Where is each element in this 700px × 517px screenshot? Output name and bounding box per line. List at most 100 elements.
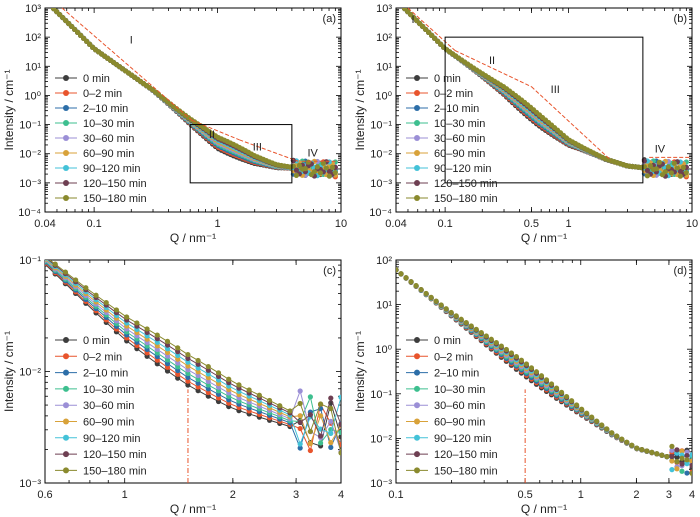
data-point xyxy=(154,361,160,367)
data-point xyxy=(604,426,610,432)
data-point xyxy=(297,400,303,407)
data-point xyxy=(669,466,675,473)
x-tick-label: 0.1 xyxy=(86,218,101,230)
data-point xyxy=(317,413,324,419)
data-point xyxy=(215,391,222,397)
data-point xyxy=(215,373,222,380)
legend-swatch-marker xyxy=(63,369,69,376)
data-point xyxy=(518,357,525,363)
legend-swatch-marker xyxy=(414,150,420,156)
data-point xyxy=(689,458,692,464)
data-point xyxy=(679,468,685,474)
data-point xyxy=(684,461,690,467)
legend-entry: 150–180 min xyxy=(83,193,147,205)
data-point xyxy=(689,470,692,476)
data-point xyxy=(338,434,341,440)
data-point xyxy=(659,452,665,458)
data-point xyxy=(654,451,660,457)
data-point xyxy=(103,299,109,306)
legend-swatch-marker xyxy=(414,369,420,376)
data-point xyxy=(589,414,595,420)
legend-swatch-marker xyxy=(63,337,69,343)
y-tick-label: 10⁻² xyxy=(19,149,41,161)
data-point xyxy=(83,285,89,291)
legend-entry: 60–90 min xyxy=(434,417,485,429)
data-point xyxy=(175,356,181,362)
data-point xyxy=(185,359,191,365)
data-point xyxy=(574,402,580,408)
data-point xyxy=(468,323,474,329)
data-point xyxy=(680,164,686,171)
x-axis-label: Q / nm⁻¹ xyxy=(170,231,216,245)
data-point xyxy=(433,298,439,304)
fit-guide-line xyxy=(531,86,612,161)
region-label: IV xyxy=(655,144,666,156)
data-point xyxy=(246,387,252,393)
y-tick-label: 10⁻² xyxy=(19,367,41,379)
legend-swatch-marker xyxy=(414,120,420,126)
data-point xyxy=(396,267,399,273)
data-point xyxy=(215,388,222,394)
data-point xyxy=(624,439,630,445)
data-point xyxy=(297,445,303,451)
data-point xyxy=(328,439,334,446)
legend-entry: 120–150 min xyxy=(434,449,498,461)
data-point xyxy=(175,345,181,351)
x-tick-label: 10 xyxy=(686,218,698,230)
data-point xyxy=(498,343,504,349)
legend-swatch-marker xyxy=(63,135,69,141)
data-point xyxy=(418,286,424,293)
data-point xyxy=(458,316,464,322)
y-tick-label: 10⁻¹ xyxy=(19,255,41,267)
legend-swatch-marker xyxy=(63,105,69,111)
data-point xyxy=(338,422,341,428)
data-point xyxy=(679,448,685,454)
panel-d: 0.1 0.5 1 2 3 4 10⁻³ 10⁻² 10⁻¹ 10⁰ 10¹ 10² Q / nm⁻¹ I… xyxy=(353,255,695,516)
region-label: II xyxy=(489,55,495,67)
data-point xyxy=(669,453,675,460)
y-tick-label: 10¹ xyxy=(376,61,392,73)
legend-swatch-marker xyxy=(414,135,420,141)
data-point xyxy=(175,352,181,359)
data-point xyxy=(684,470,690,476)
data-point xyxy=(599,422,605,428)
legend-swatch-marker xyxy=(63,451,69,458)
data-point xyxy=(164,364,171,370)
data-point xyxy=(332,169,338,176)
legend-swatch-marker xyxy=(414,90,420,96)
data-point xyxy=(328,395,334,401)
y-tick-label: 10¹ xyxy=(25,61,41,73)
data-point xyxy=(644,173,650,179)
legend-swatch-marker xyxy=(63,467,69,474)
data-point xyxy=(311,169,317,175)
data-point xyxy=(323,165,329,171)
legend-swatch-marker xyxy=(414,105,420,111)
data-point xyxy=(649,449,655,455)
data-point xyxy=(164,338,171,344)
legend-swatch-marker xyxy=(63,434,69,441)
data-point xyxy=(164,368,171,374)
y-tick-label: 10⁻³ xyxy=(370,178,392,190)
data-point xyxy=(553,385,560,391)
data-point xyxy=(488,336,494,342)
data-point xyxy=(674,447,680,453)
data-point xyxy=(684,452,690,459)
legend-swatch-marker xyxy=(414,451,420,458)
data-point xyxy=(236,382,242,388)
data-point xyxy=(679,455,685,461)
data-point xyxy=(266,397,273,404)
data-point xyxy=(164,342,171,348)
data-point xyxy=(195,365,201,371)
data-point xyxy=(448,309,454,316)
data-point xyxy=(205,389,211,396)
region-label: II xyxy=(209,129,215,141)
data-point xyxy=(144,326,150,332)
data-point xyxy=(619,436,625,442)
data-point xyxy=(185,351,191,358)
data-point xyxy=(175,360,181,366)
data-point xyxy=(205,375,211,381)
y-tick-label: 10⁰ xyxy=(375,90,392,102)
legend-swatch-marker xyxy=(63,120,69,126)
data-point xyxy=(317,440,324,446)
data-point xyxy=(674,459,680,465)
